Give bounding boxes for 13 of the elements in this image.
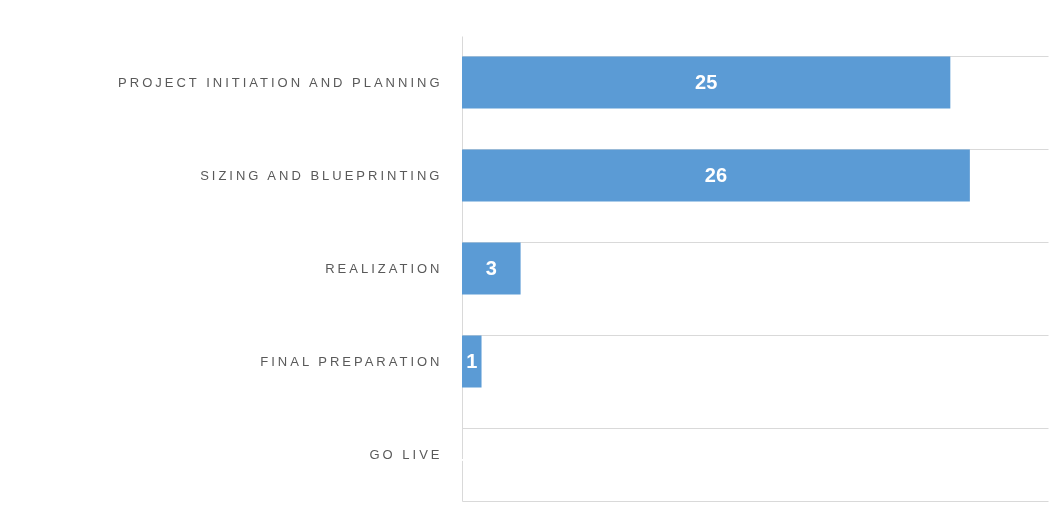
bar [462,149,970,202]
y-tick-label: SIZING AND BLUEPRINTING [200,167,443,183]
bar [462,335,482,388]
bar [462,242,521,295]
data-label: 3 [485,256,497,279]
data-label: 26 [704,163,728,186]
data-label: 1 [466,349,478,372]
bar [462,56,951,109]
y-tick-label: GO LIVE [369,446,443,462]
y-tick-label: PROJECT INITIATION AND PLANNING [118,74,443,90]
y-tick-label: FINAL PREPARATION [260,353,443,369]
y-tick-label: REALIZATION [325,260,443,276]
data-label: 25 [695,70,718,93]
